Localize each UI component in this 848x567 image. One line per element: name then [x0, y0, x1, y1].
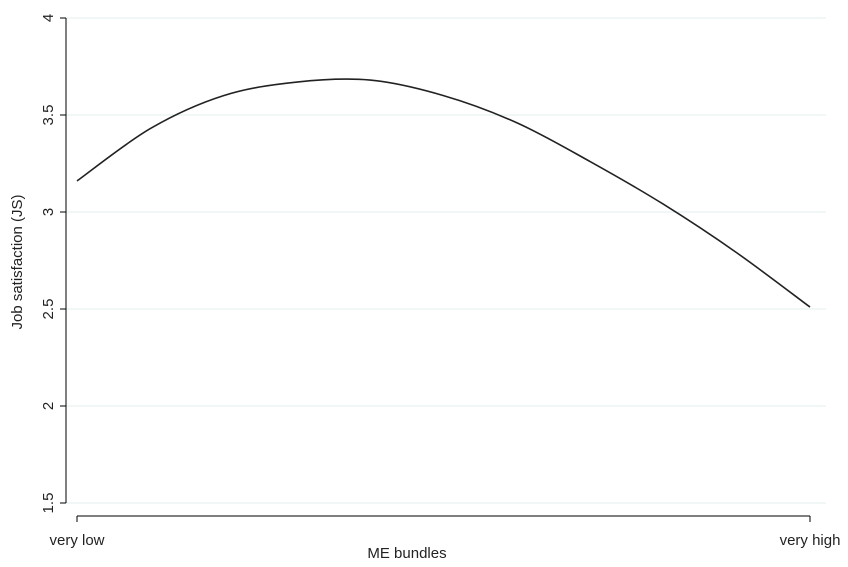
y-tick-label: 2.5: [40, 299, 57, 320]
x-tick-label: very high: [780, 532, 841, 549]
y-tick-label: 2: [40, 402, 57, 410]
y-tick-label: 3.5: [40, 105, 57, 126]
y-tick-label: 4: [40, 14, 57, 22]
y-tick-label: 1.5: [40, 493, 57, 514]
axis-layer: 1.5 2 2.5 3 3.5 4 very low very high: [40, 14, 840, 549]
y-axis-title: Job satisfaction (JS): [9, 194, 26, 329]
series-line: [76, 78, 811, 308]
x-tick-label: very low: [49, 532, 104, 549]
y-tick-label: 3: [40, 208, 57, 216]
x-axis-title: ME bundles: [367, 545, 446, 562]
grid-layer: [66, 17, 826, 504]
series-layer: [76, 78, 811, 308]
